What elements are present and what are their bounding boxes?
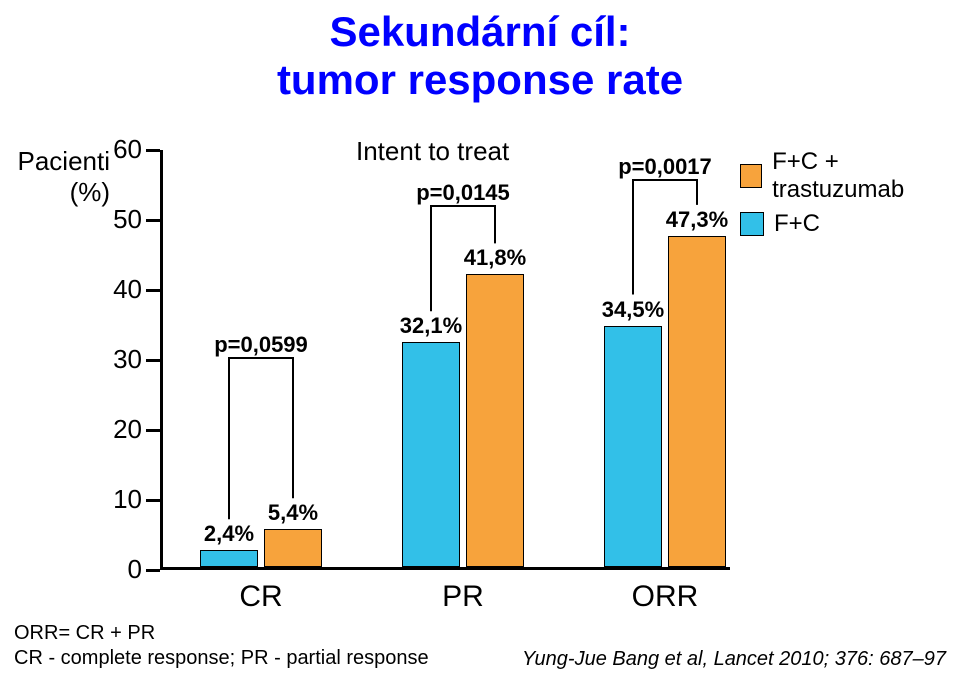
y-tick-label: 10	[102, 484, 142, 515]
bar	[466, 274, 524, 567]
yaxis-label-line1: Pacienti	[18, 146, 111, 176]
p-value-label: p=0,0017	[610, 154, 720, 180]
bar	[200, 550, 258, 567]
y-tick-label: 50	[102, 204, 142, 235]
bar-value-label: 5,4%	[256, 500, 330, 526]
bar	[604, 326, 662, 568]
x-axis-line	[160, 567, 730, 570]
category-label: ORR	[604, 580, 726, 614]
yaxis-label: Pacienti (%)	[10, 146, 110, 208]
slide-title: Sekundární cíl: tumor response rate	[0, 8, 960, 105]
y-tick	[146, 149, 160, 152]
bar-value-label: 34,5%	[596, 297, 670, 323]
bar-value-label: 47,3%	[660, 207, 734, 233]
bar	[402, 342, 460, 567]
y-tick	[146, 219, 160, 222]
footer-left-line1: ORR= CR + PR	[14, 622, 155, 644]
bar-value-label: 32,1%	[394, 313, 468, 339]
y-tick	[146, 499, 160, 502]
y-tick	[146, 289, 160, 292]
legend-item: F+C	[740, 210, 960, 238]
chart-plot-area: 01020304050602,4%5,4%p=0,0599CR32,1%41,8…	[160, 150, 720, 570]
category-label: PR	[402, 580, 524, 614]
title-line2: tumor response rate	[277, 56, 683, 103]
y-axis-line	[160, 150, 163, 570]
y-tick-label: 0	[102, 554, 142, 585]
y-tick-label: 40	[102, 274, 142, 305]
bar	[668, 236, 726, 567]
category-label: CR	[200, 580, 322, 614]
title-line1: Sekundární cíl:	[329, 8, 630, 55]
y-tick	[146, 429, 160, 432]
y-tick-label: 20	[102, 414, 142, 445]
y-tick	[146, 569, 160, 572]
legend-label: F+C + trastuzumab	[772, 148, 960, 204]
slide: Sekundární cíl: tumor response rate Inte…	[0, 0, 960, 693]
legend-color-box	[740, 212, 764, 236]
p-value-label: p=0,0599	[206, 332, 316, 358]
legend: F+C + trastuzumab F+C	[740, 148, 960, 244]
y-tick-label: 60	[102, 134, 142, 165]
p-value-label: p=0,0145	[408, 180, 518, 206]
legend-item: F+C + trastuzumab	[740, 148, 960, 204]
legend-color-box	[740, 164, 762, 188]
yaxis-label-line2: (%)	[70, 177, 110, 207]
y-tick	[146, 359, 160, 362]
footer-right: Yung-Jue Bang et al, Lancet 2010; 376: 6…	[522, 648, 946, 671]
bar-value-label: 41,8%	[458, 245, 532, 271]
y-tick-label: 30	[102, 344, 142, 375]
footer-left: ORR= CR + PR CR - complete response; PR …	[14, 621, 429, 671]
bar-value-label: 2,4%	[192, 521, 266, 547]
legend-label: F+C	[774, 210, 820, 238]
footer-left-line2: CR - complete response; PR - partial res…	[14, 647, 429, 669]
bar	[264, 529, 322, 567]
